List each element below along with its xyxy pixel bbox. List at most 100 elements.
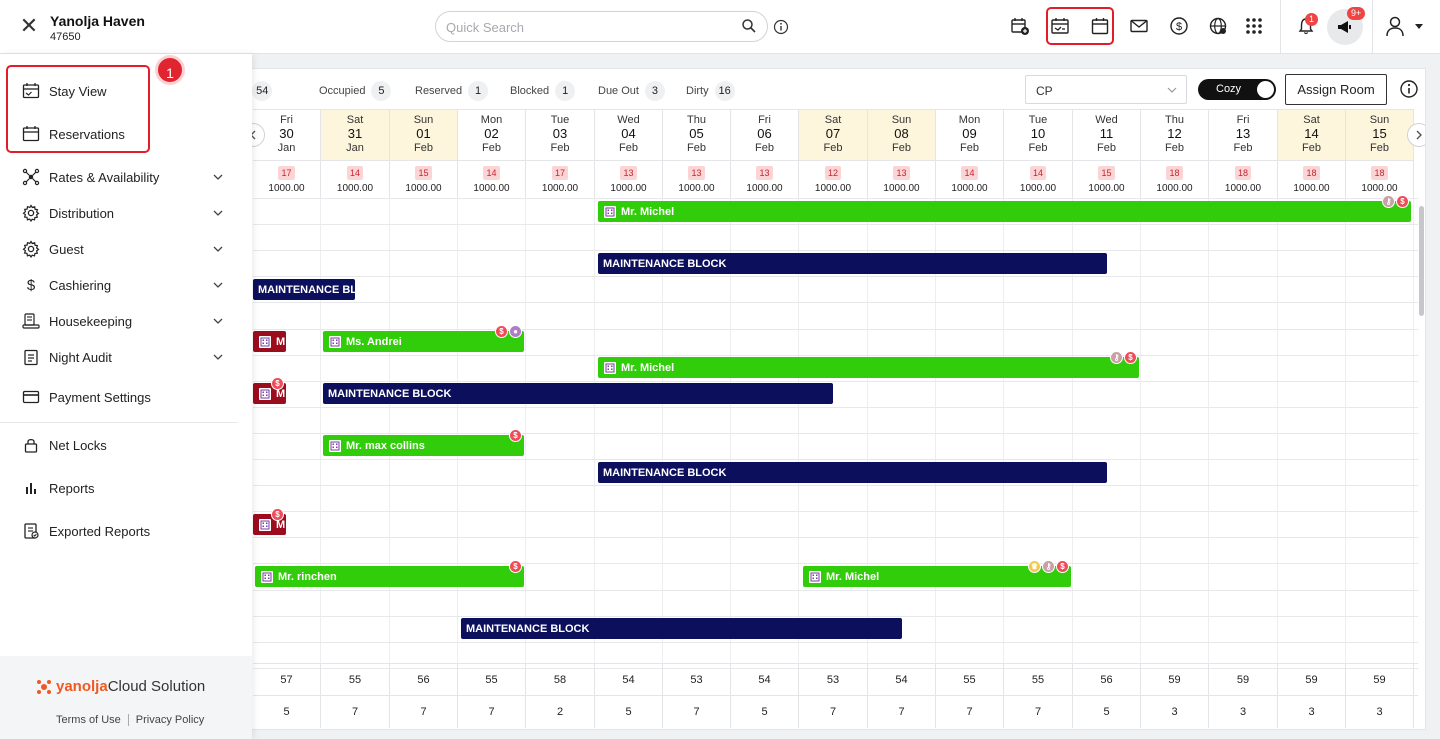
terms-link[interactable]: Terms of Use — [56, 714, 121, 726]
sidebar-item-label: Net Locks — [49, 437, 107, 453]
sidebar-item-reservations[interactable]: Reservations — [0, 116, 240, 152]
date-header[interactable]: Fri 06 Feb — [731, 109, 799, 160]
menu-divider — [0, 422, 238, 423]
reservation-bar[interactable]: M — [253, 331, 286, 352]
date-header[interactable]: Sat 31 Jan — [321, 109, 390, 160]
reservation-bar[interactable]: Mr. Michel ⚷ $ — [598, 195, 1411, 222]
sidebar-item-reports[interactable]: Reports — [0, 470, 240, 506]
date-header[interactable]: Fri 13 Feb — [1209, 109, 1278, 160]
day-of-week: Sat — [1303, 114, 1320, 126]
maintenance-block[interactable]: MAINTENANCE BLOCK — [598, 462, 1107, 483]
availability-badge: 14 — [961, 166, 978, 180]
sidebar-item-cashiering[interactable]: $ Cashiering — [0, 267, 240, 303]
date-header[interactable]: Sun 01 Feb — [390, 109, 458, 160]
reservation-bar[interactable]: Mr. max collins $ — [323, 429, 524, 456]
calendar-icon[interactable] — [1089, 15, 1111, 37]
sidebar-item-rates-availability[interactable]: Rates & Availability — [0, 159, 240, 195]
sidebar-item-net-locks[interactable]: Net Locks — [0, 427, 240, 463]
maintenance-block[interactable]: MAINTENANCE BLOCK — [323, 383, 833, 404]
date-header[interactable]: Sat 14 Feb — [1278, 109, 1346, 160]
info-icon[interactable] — [773, 19, 789, 35]
maintenance-block[interactable]: MAINTENANCE BLOCK — [461, 618, 902, 639]
grid-line — [1140, 198, 1141, 663]
stay-view-icon[interactable] — [1049, 15, 1071, 37]
vertical-scrollbar[interactable] — [1418, 198, 1425, 663]
dollar-icon: $ — [1124, 351, 1137, 364]
sidebar-item-label: Night Audit — [49, 349, 112, 365]
dollar-icon: $ — [509, 560, 522, 573]
logo-suffix: Cloud Solution — [107, 678, 206, 695]
reservation-label: MAINTENANCE BLOCK — [328, 387, 452, 400]
close-icon[interactable]: ✕ — [19, 13, 39, 38]
stat-1: Occupied 5 — [319, 81, 392, 101]
summary-cell: 54 — [868, 664, 936, 696]
reservation-bar[interactable]: Mr. Michel ♛ ⚷ $ — [803, 560, 1071, 587]
sidebar-item-stay-view[interactable]: Stay View — [0, 73, 240, 109]
gear-icon — [21, 239, 41, 259]
grid-line — [253, 511, 1418, 512]
summary-cell: 7 — [1004, 696, 1073, 728]
summary-cell: 3 — [1346, 696, 1414, 728]
reservation-bar[interactable]: M $ — [253, 377, 286, 404]
apps-grid-icon[interactable] — [1243, 15, 1265, 37]
stat-count: 5 — [371, 81, 392, 101]
grid-line — [457, 198, 458, 663]
assign-room-button[interactable]: Assign Room — [1285, 74, 1387, 105]
grid-line — [730, 198, 731, 663]
summary-cell: 3 — [1209, 696, 1278, 728]
rate-plan-select[interactable]: CP — [1025, 75, 1187, 104]
grid-line — [1208, 198, 1209, 663]
scrollbar-thumb[interactable] — [1419, 206, 1424, 316]
date-header[interactable]: Wed 11 Feb — [1073, 109, 1141, 160]
reservation-bar[interactable]: Mr. Michel ⚷ $ — [598, 351, 1139, 378]
reservation-bar[interactable]: M $ — [253, 508, 286, 535]
date-header[interactable]: Sat 07 Feb — [799, 109, 868, 160]
dollar-circle-icon[interactable]: $ — [1168, 15, 1190, 37]
sidebar-item-distribution[interactable]: Distribution — [0, 195, 240, 231]
user-menu[interactable] — [1385, 15, 1425, 37]
sidebar-item-exported-reports[interactable]: Exported Reports — [0, 513, 240, 549]
maintenance-block[interactable]: MAINTENANCE BLOCK — [253, 279, 381, 300]
date-header[interactable]: Mon 09 Feb — [936, 109, 1004, 160]
day-number: 08 — [894, 126, 909, 141]
reservation-bar[interactable]: Mr. rinchen $ — [255, 560, 524, 587]
sidebar-item-payment-settings[interactable]: Payment Settings — [0, 379, 240, 415]
day-number: 15 — [1372, 126, 1387, 141]
cozy-toggle[interactable]: Cozy — [1198, 79, 1276, 100]
date-header[interactable]: Tue 03 Feb — [526, 109, 595, 160]
calendar-add-icon[interactable] — [1009, 15, 1031, 37]
calendar-icon — [21, 124, 41, 144]
availability-badge: 13 — [756, 166, 773, 180]
search-input[interactable] — [446, 18, 726, 36]
date-header[interactable]: Fri 30 Jan — [253, 109, 321, 160]
search-icon[interactable] — [741, 18, 757, 34]
svg-text:$: $ — [27, 277, 36, 294]
grid-line — [253, 537, 1418, 538]
sidebar-item-night-audit[interactable]: Night Audit — [0, 339, 240, 375]
reservation-label: Mr. rinchen — [278, 570, 337, 583]
date-header[interactable]: Mon 02 Feb — [458, 109, 526, 160]
day-of-week: Sun — [1369, 114, 1390, 126]
summary-cell: 7 — [663, 696, 731, 728]
reservation-bar[interactable]: Ms. Andrei $ ● — [323, 325, 524, 352]
date-header[interactable]: Thu 12 Feb — [1141, 109, 1209, 160]
sidebar-item-label: Rates & Availability — [49, 169, 160, 185]
maintenance-block[interactable]: MAINTENANCE BLOCK — [598, 253, 1107, 274]
globe-icon[interactable] — [1207, 15, 1229, 37]
privacy-link[interactable]: Privacy Policy — [135, 714, 205, 726]
date-header[interactable]: Sun 08 Feb — [868, 109, 936, 160]
sidebar-item-guest[interactable]: Guest — [0, 231, 240, 267]
notification-badge: 1 — [1305, 13, 1319, 26]
date-header[interactable]: Tue 10 Feb — [1004, 109, 1073, 160]
sidebar-item-housekeeping[interactable]: Housekeeping — [0, 303, 240, 339]
next-dates-button[interactable] — [1407, 123, 1425, 147]
mail-icon[interactable] — [1128, 15, 1150, 37]
summary-cell: 57 — [253, 664, 321, 696]
date-header[interactable]: Wed 04 Feb — [595, 109, 663, 160]
stat-count: 54 — [252, 81, 273, 101]
date-header[interactable]: Sun 15 Feb — [1346, 109, 1414, 160]
month: Jan — [346, 142, 364, 154]
info-icon[interactable] — [1399, 79, 1419, 99]
date-header[interactable]: Thu 05 Feb — [663, 109, 731, 160]
summary-cell: 53 — [663, 664, 731, 696]
